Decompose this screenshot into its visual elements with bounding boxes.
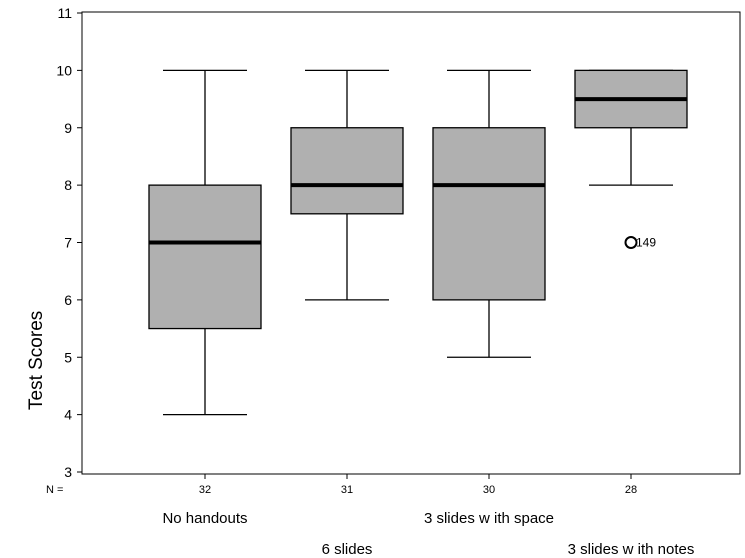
outlier-label-0: 149 [636,236,656,250]
n-value-0: 32 [199,484,211,496]
n-value-1: 31 [341,484,353,496]
boxes: 149 [148,69,688,479]
iqr-box-2 [432,127,546,301]
category-label-2: 3 slides w ith space [424,510,554,527]
y-tick-label-1: 4 [64,407,72,423]
y-tick-label-2: 5 [64,349,72,365]
category-label-0: No handouts [162,510,247,527]
n-value-2: 30 [483,484,495,496]
y-tick-label-5: 8 [64,177,72,193]
outlier-point-0 [624,236,638,249]
n-prefix-label: N = [46,484,63,496]
box-group-2 [432,69,546,479]
category-label-1: 6 slides [322,541,373,558]
n-value-3: 28 [625,484,637,496]
y-tick-label-7: 10 [56,62,72,78]
y-tick-label-8: 11 [57,5,72,21]
n-row: N = 32 31 30 28 [46,484,637,496]
y-tick-label-6: 9 [64,120,72,136]
y-tick-label-0: 3 [64,464,72,480]
iqr-box-0 [148,184,262,330]
category-labels: No handouts 6 slides 3 slides w ith space 3… [162,510,694,558]
box-group-3 [574,69,688,479]
y-tick-label-4: 7 [64,235,72,251]
y-axis-label: Test Scores [26,311,47,410]
iqr-box-1 [290,127,404,215]
y-tick-label-3: 6 [64,292,72,308]
category-label-3: 3 slides w ith notes [568,541,695,558]
box-group-0 [148,69,262,479]
y-axis: 3 4 5 6 7 8 9 10 11 [56,5,82,480]
box-group-1 [290,69,404,479]
